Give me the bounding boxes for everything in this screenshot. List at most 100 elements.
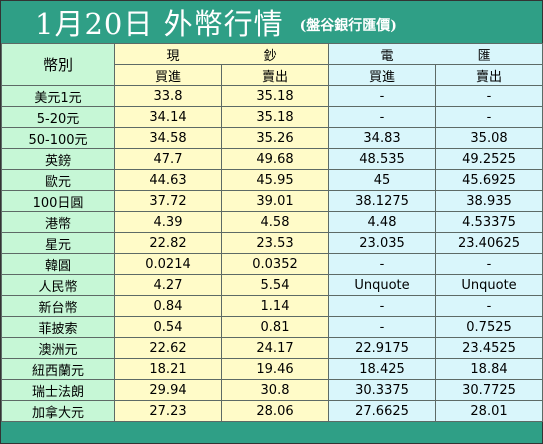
cash-sell-rate: 23.53 xyxy=(220,232,330,254)
tt-sell-rate: 23.4525 xyxy=(435,337,543,359)
currency-name: 新台幣 xyxy=(1,295,115,317)
currency-name: 歐元 xyxy=(1,169,115,191)
currency-name: 人民幣 xyxy=(1,274,115,296)
table-row: 瑞士法朗 29.94 30.8 30.3375 30.7725 xyxy=(1,379,543,401)
table-row: 韓圓 0.0214 0.0352- - xyxy=(1,253,543,275)
cash-sell-rate: 24.17 xyxy=(220,337,330,359)
tt-sell-rate: 18.84 xyxy=(435,358,543,380)
tt-sell-header: 賣出 xyxy=(435,64,543,86)
tt-sell-rate: 38.935 xyxy=(435,190,543,212)
tt-buy-header: 買進 xyxy=(328,64,437,86)
table-row: 100日圓 37.72 39.01 38.1275 38.935 xyxy=(1,190,543,212)
header-bar: 1月20日 外幣行情 (盤谷銀行匯價) xyxy=(1,1,542,43)
cash-buy-rate: 27.23 xyxy=(114,400,222,422)
table-row: 加拿大元 27.23 28.06 27.6625 28.01 xyxy=(1,400,543,422)
currency-name: 50-100元 xyxy=(1,127,115,149)
tt-buy-rate: - xyxy=(328,316,437,338)
table-row: 5-20元 34.14 35.18- - xyxy=(1,106,543,128)
table-row: 新台幣 0.84 1.14- - xyxy=(1,295,543,317)
currency-name: 紐西蘭元 xyxy=(1,358,115,380)
page-title: 1月20日 外幣行情 xyxy=(35,7,284,41)
tt-buy-rate: 48.535 xyxy=(328,148,437,170)
tt-sell-rate: - xyxy=(435,253,543,275)
cash-sell-rate: 39.01 xyxy=(220,190,330,212)
rates-table: 幣別 現 鈔 電 匯 買進 賣出 買進 賣出 美元1元 33.8 35.18- -5-… xyxy=(1,43,543,422)
subheader-row: 買進 賣出 買進 賣出 xyxy=(2,64,543,86)
cash-buy-rate: 47.7 xyxy=(114,148,222,170)
cash-buy-rate: 0.54 xyxy=(114,316,222,338)
cash-sell-rate: 0.81 xyxy=(220,316,330,338)
cash-sell-rate: 0.0352 xyxy=(220,253,330,275)
cash-sell-rate: 35.26 xyxy=(220,127,330,149)
cash-buy-rate: 22.62 xyxy=(114,337,222,359)
tt-buy-rate: 22.9175 xyxy=(328,337,437,359)
cash-buy-rate: 29.94 xyxy=(114,379,222,401)
tt-sell-rate: 4.53375 xyxy=(435,211,543,233)
tt-sell-rate: 28.01 xyxy=(435,400,543,422)
currency-name: 5-20元 xyxy=(1,106,115,128)
cash-buy-rate: 4.39 xyxy=(114,211,222,233)
table-row: 人民幣 4.27 5.54 Unquote Unquote xyxy=(1,274,543,296)
cash-sell-rate: 28.06 xyxy=(220,400,330,422)
tt-buy-rate: 4.48 xyxy=(328,211,437,233)
cash-sell-rate: 45.95 xyxy=(220,169,330,191)
cash-sell-rate: 30.8 xyxy=(220,379,330,401)
table-row: 星元 22.82 23.53 23.035 23.40625 xyxy=(1,232,543,254)
currency-name: 港幣 xyxy=(1,211,115,233)
tt-sell-rate: 49.2525 xyxy=(435,148,543,170)
cash-sell-rate: 49.68 xyxy=(220,148,330,170)
tt-sell-rate: 30.7725 xyxy=(435,379,543,401)
currency-name: 菲披索 xyxy=(1,316,115,338)
tt-buy-rate: 27.6625 xyxy=(328,400,437,422)
cash-sell-rate: 4.58 xyxy=(220,211,330,233)
tt-sell-rate: Unquote xyxy=(435,274,543,296)
cash-sell-rate: 19.46 xyxy=(220,358,330,380)
currency-name: 韓圓 xyxy=(1,253,115,275)
cash-sell-rate: 35.18 xyxy=(220,85,330,107)
cash-buy-header: 買進 xyxy=(114,64,222,86)
cash-buy-rate: 37.72 xyxy=(114,190,222,212)
cash-buy-rate: 4.27 xyxy=(114,274,222,296)
currency-column-header: 幣別 xyxy=(1,43,115,86)
currency-name: 瑞士法朗 xyxy=(1,379,115,401)
tt-sell-rate: 35.08 xyxy=(435,127,543,149)
tt-sell-rate: - xyxy=(435,295,543,317)
tt-buy-rate: 34.83 xyxy=(328,127,437,149)
tt-sell-rate: 23.40625 xyxy=(435,232,543,254)
cash-buy-rate: 22.82 xyxy=(114,232,222,254)
tt-buy-rate: Unquote xyxy=(328,274,437,296)
table-row: 港幣 4.39 4.58 4.48 4.53375 xyxy=(1,211,543,233)
currency-name: 加拿大元 xyxy=(1,400,115,422)
cash-sell-rate: 35.18 xyxy=(220,106,330,128)
cash-buy-rate: 33.8 xyxy=(114,85,222,107)
group-header-row: 幣別 現 鈔 電 匯 xyxy=(1,43,543,86)
tt-buy-rate: - xyxy=(328,253,437,275)
cash-buy-rate: 18.21 xyxy=(114,358,222,380)
table-row: 菲披索 0.54 0.81-0.7525 xyxy=(1,316,543,338)
tt-buy-rate: 38.1275 xyxy=(328,190,437,212)
tt-buy-rate: - xyxy=(328,85,437,107)
cash-buy-rate: 34.58 xyxy=(114,127,222,149)
tt-sell-rate: 45.6925 xyxy=(435,169,543,191)
bank-source-label: (盤谷銀行匯價) xyxy=(299,18,397,34)
currency-name: 星元 xyxy=(1,232,115,254)
tt-buy-rate: - xyxy=(328,295,437,317)
cash-buy-rate: 0.0214 xyxy=(114,253,222,275)
cash-buy-rate: 34.14 xyxy=(114,106,222,128)
tt-buy-rate: 30.3375 xyxy=(328,379,437,401)
tt-buy-rate: 23.035 xyxy=(328,232,437,254)
telegraphic-transfer-group-header: 電 匯 xyxy=(328,43,543,65)
tt-buy-rate: 45 xyxy=(328,169,437,191)
table-row: 歐元 44.63 45.95 45 45.6925 xyxy=(1,169,543,191)
table-row: 澳洲元 22.62 24.17 22.9175 23.4525 xyxy=(1,337,543,359)
tt-sell-rate: - xyxy=(435,85,543,107)
cash-buy-rate: 0.84 xyxy=(114,295,222,317)
currency-name: 美元1元 xyxy=(1,85,115,107)
currency-name: 澳洲元 xyxy=(1,337,115,359)
tt-sell-rate: 0.7525 xyxy=(435,316,543,338)
cash-sell-rate: 5.54 xyxy=(220,274,330,296)
table-row: 紐西蘭元 18.21 19.46 18.425 18.84 xyxy=(1,358,543,380)
table-row: 英鎊 47.7 49.68 48.535 49.2525 xyxy=(1,148,543,170)
cash-sell-header: 賣出 xyxy=(220,64,330,86)
